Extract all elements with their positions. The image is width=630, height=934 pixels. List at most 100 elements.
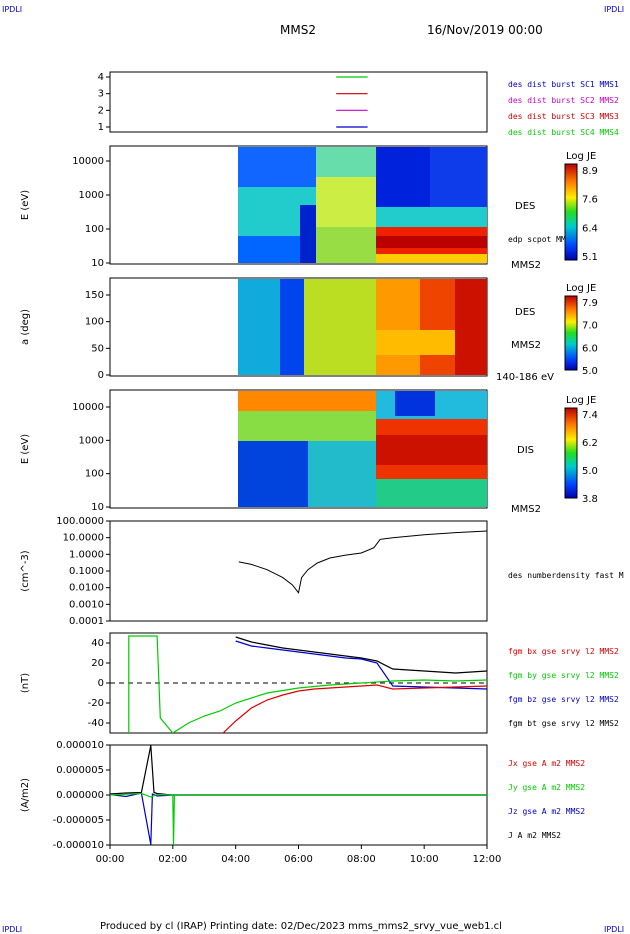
density-series-line — [238, 530, 487, 594]
dis-energy-colorbar-tick: 5.0 — [582, 466, 598, 477]
time-axis-tick-label: 04:00 — [221, 854, 250, 865]
density-y-tick-label: 0.0010 — [69, 599, 104, 610]
burst-y-tick-label: 3 — [98, 89, 104, 100]
bfield-ylabel: (nT) — [20, 673, 31, 693]
des-energy-y-tick-label: 100 — [85, 224, 104, 235]
des-energy-spacecraft: MMS2 — [511, 260, 541, 271]
density-ylabel: (cm^-3) — [20, 550, 31, 591]
des-pitch-energy-range: 140-186 eV — [496, 372, 554, 383]
current-y-tick-label: 0.000000 — [56, 790, 104, 801]
dis-energy-y-tick-label: 10000 — [72, 402, 104, 413]
time-axis: 00:00 02:00 04:00 06:00 08:00 10:00 12:00 — [96, 845, 502, 865]
bfield-series-line — [222, 684, 487, 733]
des-pitch-spectrogram — [238, 279, 487, 375]
current-series-line — [110, 792, 487, 845]
bfield-series-line — [235, 636, 487, 674]
burst-legend-item: des dist burst SC1 MMS1 — [508, 80, 619, 89]
des-energy-annotation: edp scpot MMS2 — [508, 235, 576, 244]
des-pitch-y-tick-label: 0 — [98, 370, 104, 381]
des-energy-spectrogram — [238, 147, 487, 263]
dis-energy-species: DIS — [517, 445, 534, 456]
current-y-tick-label: -0.000010 — [53, 840, 104, 851]
corner-label-bottom-left: IPDLI — [2, 925, 22, 934]
dis-energy-colorbar-tick: 3.8 — [582, 494, 598, 505]
des-pitch-colorbar-tick: 7.9 — [582, 298, 598, 309]
current-legend-item: Jy gse A m2 MMS2 — [508, 783, 585, 792]
bfield-panel: 40 20 0 -20 -40 fgm bx gse srvy l2 MMS2 fgm b… — [20, 632, 619, 734]
dis-energy-colorbar-tick: 7.4 — [582, 410, 598, 421]
time-axis-tick-label: 02:00 — [158, 854, 187, 865]
dis-energy-spectrogram — [238, 391, 487, 507]
current-legend-item: Jx gse A m2 MMS2 — [508, 759, 585, 768]
density-y-tick-label: 1.0000 — [69, 549, 104, 560]
time-axis-tick-label: 00:00 — [96, 854, 125, 865]
burst-y-tick-label: 1 — [98, 122, 104, 133]
dis-energy-colorbar-title: Log JE — [566, 395, 596, 406]
burst-y-tick-label: 2 — [98, 105, 104, 116]
current-y-tick-label: 0.000005 — [56, 765, 104, 776]
current-panel: 0.000010 0.000005 0.000000 -0.000005 -0.0000… — [20, 740, 585, 851]
des-pitch-colorbar-tick: 5.0 — [582, 366, 598, 377]
density-frame — [109, 520, 488, 622]
bfield-legend-item: fgm bt gse srvy l2 MMS2 — [508, 719, 619, 728]
des-energy-colorbar: Log JE 8.9 7.6 6.4 5.1 — [564, 151, 598, 263]
spacecraft-title: MMS2 — [280, 23, 316, 37]
des-pitch-y-tick-label: 150 — [85, 290, 104, 301]
bfield-series-line — [128, 635, 487, 733]
burst-legend-item: des dist burst SC3 MMS3 — [508, 112, 619, 121]
des-pitch-y-tick-label: 50 — [91, 343, 104, 354]
des-energy-ylabel: E (eV) — [20, 190, 31, 220]
des-pitch-y-tick-label: 100 — [85, 317, 104, 328]
dis-energy-ylabel: E (eV) — [20, 434, 31, 464]
density-y-tick-label: 0.0100 — [69, 583, 104, 594]
bfield-legend-item: fgm bx gse srvy l2 MMS2 — [508, 647, 619, 656]
des-energy-panel: 10000 1000 100 10 DES edp scpot MMS2 MMS2 E… — [20, 145, 598, 271]
bfield-y-tick-label: 20 — [91, 658, 104, 669]
corner-label-bottom-right: IPDLI — [604, 925, 624, 934]
density-panel: 100.0000 10.0000 1.0000 0.1000 0.0100 0.0010 0… — [20, 516, 624, 627]
density-legend-item: des numberdensity fast M — [508, 571, 624, 580]
bfield-y-tick-label: -20 — [88, 698, 104, 709]
des-energy-colorbar-tick: 6.4 — [582, 223, 598, 234]
bfield-y-tick-label: -40 — [88, 718, 104, 729]
current-y-tick-label: -0.000005 — [53, 815, 104, 826]
time-axis-tick-label: 08:00 — [347, 854, 376, 865]
dis-energy-y-tick-label: 10 — [91, 502, 104, 513]
density-y-tick-label: 10.0000 — [63, 533, 104, 544]
dis-energy-spacecraft: MMS2 — [511, 504, 541, 515]
footer-credits: Produced by cl (IRAP) Printing date: 02/… — [100, 921, 502, 932]
des-energy-y-tick-label: 10 — [91, 258, 104, 269]
burst-plot-frame — [109, 71, 488, 133]
des-pitch-colorbar-title: Log JE — [566, 283, 596, 294]
des-energy-colorbar-tick: 8.9 — [582, 166, 598, 177]
des-pitch-panel: 150 100 50 0 DES MMS2 140-186 eV a (deg) Lo… — [20, 277, 598, 383]
current-legend-item: Jz gse A m2 MMS2 — [508, 807, 585, 816]
des-energy-colorbar-tick: 7.6 — [582, 195, 598, 206]
time-axis-tick-label: 06:00 — [284, 854, 313, 865]
des-energy-colorbar-title: Log JE — [566, 151, 596, 162]
des-pitch-colorbar-tick: 7.0 — [582, 321, 598, 332]
dis-energy-colorbar: Log JE 7.4 6.2 5.0 3.8 — [564, 395, 598, 505]
des-pitch-ylabel: a (deg) — [20, 309, 31, 345]
dis-energy-panel: 10000 1000 100 10 DIS MMS2 E (eV) Log JE 7.… — [20, 389, 598, 515]
des-pitch-spacecraft: MMS2 — [511, 340, 541, 351]
des-pitch-colorbar: Log JE 7.9 7.0 6.0 5.0 — [564, 283, 598, 377]
des-energy-y-tick-label: 1000 — [79, 190, 104, 201]
corner-label-top-right: IPDLI — [604, 5, 624, 14]
density-y-tick-label: 0.1000 — [69, 566, 104, 577]
bfield-y-tick-label: 0 — [98, 678, 104, 689]
burst-panel: 4 3 2 1 des dist burst SC1 MMS1 des dist bur… — [98, 71, 619, 137]
burst-legend-item: des dist burst SC2 MMS2 — [508, 96, 619, 105]
bfield-series-line — [235, 640, 487, 690]
time-axis-tick-label: 12:00 — [473, 854, 502, 865]
des-energy-y-tick-label: 10000 — [72, 156, 104, 167]
corner-label-top-left: IPDLI — [2, 5, 22, 14]
dis-energy-colorbar-tick: 6.2 — [582, 438, 598, 449]
des-pitch-colorbar-tick: 6.0 — [582, 343, 598, 354]
dis-energy-y-tick-label: 100 — [85, 469, 104, 480]
time-axis-tick-label: 10:00 — [410, 854, 439, 865]
bfield-y-tick-label: 40 — [91, 638, 104, 649]
des-energy-species: DES — [515, 201, 535, 212]
des-energy-colorbar-tick: 5.1 — [582, 252, 598, 263]
